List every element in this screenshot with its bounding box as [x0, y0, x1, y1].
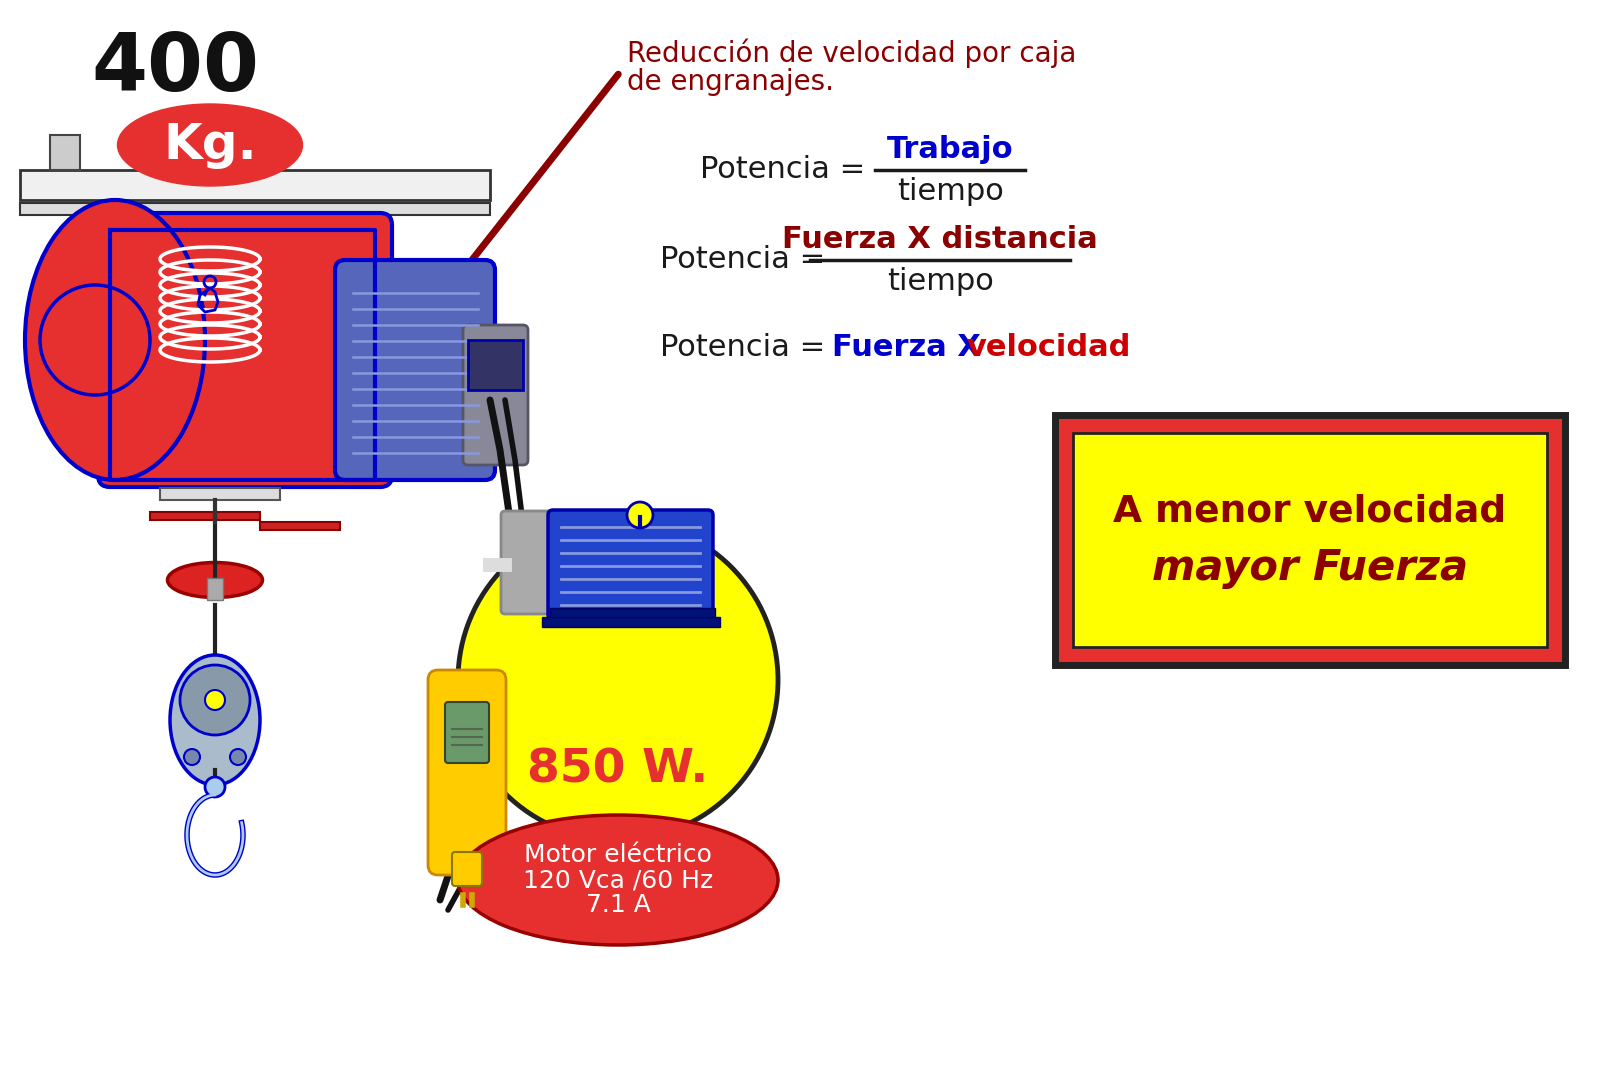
Ellipse shape — [170, 655, 259, 785]
Ellipse shape — [458, 815, 778, 945]
Bar — [150, 512, 259, 520]
FancyBboxPatch shape — [429, 670, 506, 875]
Circle shape — [627, 502, 653, 528]
Text: 400: 400 — [91, 30, 259, 108]
Text: Potencia =: Potencia = — [701, 156, 875, 185]
Text: tiempo: tiempo — [896, 177, 1003, 206]
Circle shape — [205, 778, 226, 797]
Text: Kg.: Kg. — [163, 121, 258, 169]
Circle shape — [230, 749, 246, 765]
Text: Reducción de velocidad por caja: Reducción de velocidad por caja — [627, 38, 1077, 67]
Text: Fuerza X distancia: Fuerza X distancia — [782, 225, 1098, 254]
Bar — [160, 488, 280, 500]
Bar — [550, 608, 715, 618]
Text: 120 Vca /60 Hz: 120 Vca /60 Hz — [523, 868, 714, 892]
Bar — [206, 578, 222, 600]
Text: 7.1 A: 7.1 A — [586, 893, 651, 917]
Circle shape — [458, 520, 778, 841]
Bar — [259, 522, 339, 530]
Circle shape — [184, 749, 200, 765]
Text: mayor Fuerza: mayor Fuerza — [1152, 547, 1469, 588]
Bar — [50, 135, 80, 170]
Ellipse shape — [168, 563, 262, 597]
Circle shape — [205, 690, 226, 710]
Bar — [1074, 433, 1547, 647]
FancyBboxPatch shape — [453, 852, 482, 886]
Bar — [1054, 415, 1565, 665]
Text: velocidad: velocidad — [966, 333, 1131, 362]
Text: Potencia =: Potencia = — [661, 333, 835, 362]
Bar — [19, 203, 490, 215]
Text: Motor eléctrico: Motor eléctrico — [525, 843, 712, 867]
FancyBboxPatch shape — [547, 511, 714, 621]
Text: tiempo: tiempo — [886, 267, 994, 297]
Text: de engranajes.: de engranajes. — [627, 68, 834, 96]
FancyBboxPatch shape — [334, 260, 494, 480]
FancyBboxPatch shape — [462, 325, 528, 465]
Circle shape — [179, 665, 250, 735]
FancyBboxPatch shape — [501, 511, 562, 614]
Bar — [19, 170, 490, 200]
Text: A menor velocidad: A menor velocidad — [1114, 494, 1507, 530]
Bar — [467, 340, 523, 390]
Text: Fuerza X: Fuerza X — [832, 333, 992, 362]
Text: Trabajo: Trabajo — [886, 136, 1013, 164]
Text: Potencia =: Potencia = — [661, 246, 835, 274]
Text: 850 W.: 850 W. — [528, 748, 709, 792]
Ellipse shape — [26, 200, 205, 480]
Bar — [542, 617, 720, 627]
Ellipse shape — [117, 104, 302, 186]
FancyBboxPatch shape — [98, 213, 392, 487]
FancyBboxPatch shape — [445, 702, 490, 763]
